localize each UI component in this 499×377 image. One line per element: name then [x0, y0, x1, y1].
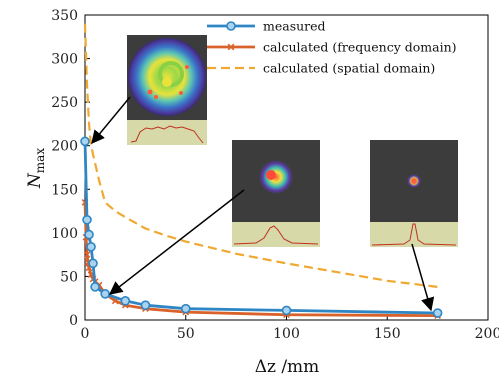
x-tick-label: 100	[273, 326, 300, 342]
x-tick-label: 200	[475, 326, 499, 342]
legend-marker	[227, 43, 235, 51]
data-point	[88, 258, 98, 269]
data-point	[86, 242, 96, 252]
y-tick-label: 100	[51, 226, 78, 242]
y-axis-label: Nmax	[25, 148, 47, 189]
x-tick-label: 50	[177, 326, 195, 342]
x-axis-label: Δz /mm	[255, 357, 320, 377]
legend-item: measured	[207, 19, 326, 34]
legend-marker	[226, 21, 236, 31]
x-tick-label: 0	[81, 326, 90, 342]
inset-focused-spot	[232, 140, 320, 247]
data-point	[120, 296, 131, 306]
data-point	[180, 303, 191, 314]
data-point	[82, 214, 92, 225]
legend-label: calculated (frequency domain)	[263, 40, 457, 55]
series-2	[83, 23, 438, 288]
arrow-to-last-point	[411, 243, 435, 312]
legend-item: calculated (frequency domain)	[207, 40, 457, 55]
data-point	[84, 229, 94, 240]
legend-label: calculated (spatial domain)	[263, 61, 435, 76]
inset-small-dot	[370, 140, 458, 247]
data-point	[140, 300, 151, 310]
data-point	[432, 308, 443, 318]
y-tick-label: 300	[51, 52, 78, 68]
axis-ticks: 0 50 100 150 200 0 50 100 150 200 250 300 350	[51, 8, 499, 342]
svg-text:Nmax: Nmax	[25, 148, 47, 189]
y-tick-label: 150	[51, 182, 78, 198]
data-point	[281, 305, 292, 316]
y-axis-label-main: N	[25, 172, 45, 189]
series-0	[80, 136, 443, 318]
y-tick-label: 0	[69, 313, 78, 329]
y-tick-label: 200	[51, 139, 78, 155]
data-point	[80, 136, 90, 147]
y-tick-label: 250	[51, 95, 78, 111]
arrow-to-first-point	[91, 96, 131, 145]
data-point	[83, 251, 91, 259]
y-tick-label: 350	[51, 8, 78, 24]
inset-ring-beam	[127, 35, 207, 145]
legend-label: measured	[263, 19, 326, 34]
legend: measured calculated (frequency domain) cal…	[207, 19, 457, 76]
series-layer	[80, 23, 443, 320]
legend-item: calculated (spatial domain)	[207, 61, 435, 76]
y-axis-label-sub: max	[33, 148, 47, 174]
x-tick-label: 150	[374, 326, 401, 342]
data-point	[90, 282, 100, 292]
arrow-to-mid-point	[108, 189, 245, 295]
series-line	[83, 23, 438, 288]
y-tick-label: 50	[60, 269, 78, 285]
data-point	[100, 289, 110, 299]
